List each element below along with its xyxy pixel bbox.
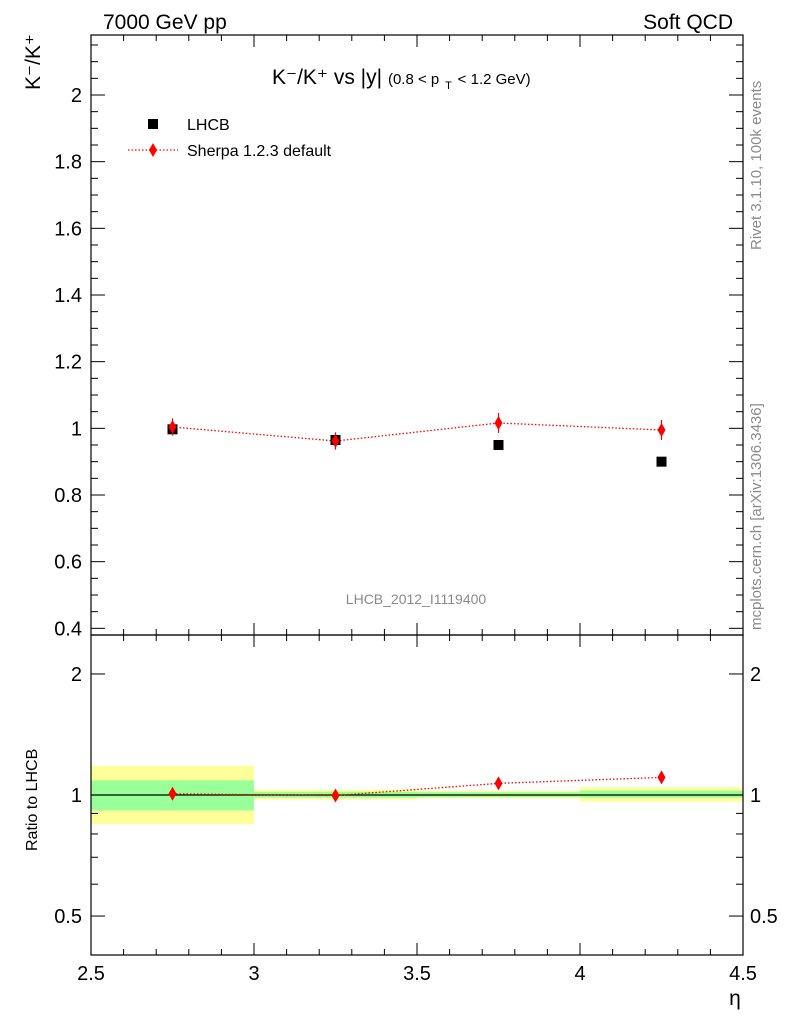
- data-point: [493, 440, 504, 450]
- mcplots-label: mcplots.cern.ch [arXiv:1306.3436]: [748, 403, 765, 630]
- y-tick-label: 2: [71, 85, 82, 107]
- main-title: K⁻/K⁺ vs |y| (0.8 < p T < 1.2 GeV): [272, 66, 531, 94]
- legend-marker-sherpa: [149, 143, 157, 157]
- ratio-plot-marks: [168, 770, 666, 803]
- ratio-y-tick-label-right: 0.5: [750, 906, 778, 928]
- y-tick-label: 1.4: [54, 285, 82, 307]
- mc-line: [172, 422, 662, 442]
- main-plot-marks: [167, 413, 667, 467]
- x-tick-label: 2.5: [77, 963, 105, 985]
- ratio-y-tick-label-right: 1: [750, 785, 761, 807]
- y-tick-label: 0.8: [54, 485, 82, 507]
- y-tick-label: 0.6: [54, 552, 82, 574]
- ratio-mc-point: [494, 776, 503, 791]
- axes: 2.5 3 3.5 4 4.5 0.4 0.6 0.8 1 1.2 1.4 1.6 1.8 2 0.5 0.5…: [54, 34, 778, 985]
- ratio-mc-point: [331, 788, 340, 803]
- y-tick-label: 1.8: [54, 152, 82, 174]
- y-tick-label: 1.2: [54, 352, 82, 374]
- x-tick-label: 4: [574, 963, 585, 985]
- mc-point: [494, 416, 503, 430]
- legend-marker-lhcb: [148, 119, 158, 129]
- main-title-sub: (0.8 < p: [388, 71, 439, 88]
- y-tick-label: 1: [71, 418, 82, 440]
- x-tick-label: 4.5: [729, 963, 757, 985]
- band-inner: [580, 790, 743, 798]
- x-axis-title: η: [729, 987, 741, 1010]
- mc-point: [657, 423, 666, 437]
- main-title-sub-index: T: [445, 80, 452, 92]
- legend-label-sherpa: Sherpa 1.2.3 default: [187, 143, 332, 160]
- data-point: [656, 456, 667, 467]
- main-title-text: K⁻/K⁺ vs |y|: [272, 66, 382, 89]
- ratio-y-tick-label-left: 1: [71, 785, 82, 807]
- x-tick-label: 3.5: [403, 963, 431, 985]
- ratio-mc-point: [657, 770, 666, 785]
- mc-point: [168, 420, 177, 434]
- main-title-sub-end: < 1.2 GeV): [458, 71, 531, 88]
- legend-label-lhcb: LHCB: [187, 117, 230, 134]
- legend: LHCB Sherpa 1.2.3 default: [128, 117, 332, 160]
- x-tick-label: 3: [248, 963, 259, 985]
- main-ylabel: K⁻/K⁺: [22, 34, 45, 90]
- ratio-ylabel: Ratio to LHCB: [24, 749, 41, 851]
- ratio-mc-point: [168, 786, 177, 801]
- rivet-version-label: Rivet 3.1.10, 100k events: [748, 81, 765, 250]
- ratio-y-tick-label-right: 2: [750, 664, 761, 686]
- header-left: 7000 GeV pp: [103, 11, 227, 34]
- y-tick-label: 1.6: [54, 218, 82, 240]
- mc-point: [331, 434, 340, 448]
- ratio-y-tick-label-left: 2: [71, 664, 82, 686]
- header-right: Soft QCD: [643, 11, 733, 34]
- ratio-mc-line: [172, 776, 662, 797]
- ratio-y-tick-label-left: 0.5: [54, 906, 82, 928]
- analysis-tag: LHCB_2012_I1119400: [346, 591, 487, 607]
- y-tick-label: 0.4: [54, 618, 82, 640]
